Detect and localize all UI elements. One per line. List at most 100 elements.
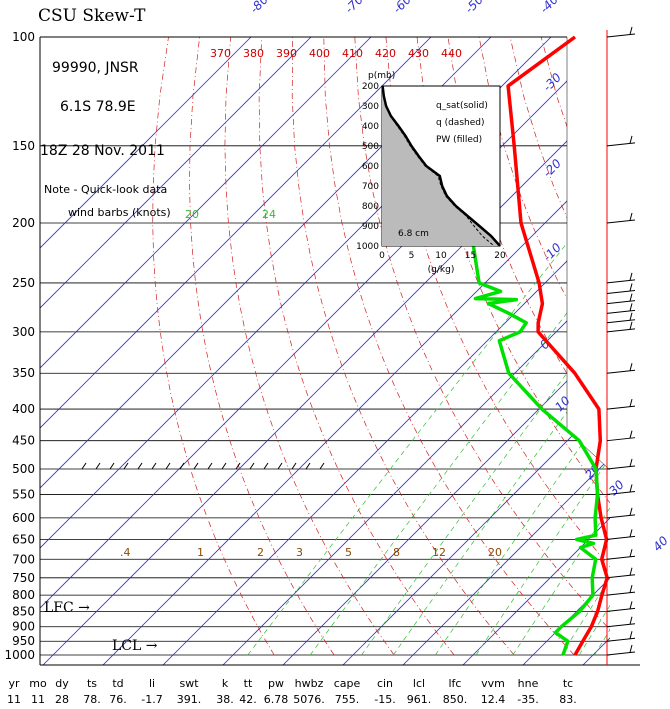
mixing-ratio-line — [594, 222, 610, 656]
stat-label-hne: hne — [517, 677, 539, 690]
y-tick-label: 700 — [12, 552, 35, 566]
wind-barb-shaft — [606, 142, 636, 147]
wind-barb-shaft — [606, 309, 636, 314]
wind-barb-shaft — [606, 405, 636, 410]
inset-y-tick: 800 — [362, 202, 379, 212]
y-tick-label: 800 — [12, 588, 35, 602]
wind-barb-flag — [629, 283, 633, 292]
freezing-level-hatch — [137, 462, 143, 470]
wind-barb — [606, 26, 636, 38]
observation-time: 18Z 28 Nov. 2011 — [40, 143, 165, 159]
stat-value: 11 — [31, 693, 45, 706]
y-tick-label: 300 — [12, 325, 35, 339]
stat-value: 42. — [239, 693, 257, 706]
y-tick-label: 100 — [12, 30, 35, 44]
wind-barb — [606, 458, 636, 470]
stat-label-mo: mo — [29, 677, 47, 690]
stat-value: 12.4 — [480, 693, 506, 706]
isotherm-label: -80 — [247, 0, 271, 16]
plot-area — [40, 35, 670, 675]
y-tick-label: 950 — [12, 634, 35, 648]
isotherm-label: -30 — [540, 70, 564, 94]
wind-barb-flag — [629, 212, 633, 221]
y-tick-label: 250 — [12, 276, 35, 290]
wind-barb-shaft — [606, 514, 636, 519]
freezing-level-hatch — [277, 462, 283, 470]
note-text: Note - Quick-look data — [44, 183, 168, 196]
dry-adiabat-line — [478, 37, 610, 656]
inset-y-tick: 900 — [362, 222, 379, 232]
wind-barb — [606, 363, 636, 374]
stat-label-lfc: lfc — [448, 677, 462, 690]
dewpoint-profile-line — [470, 222, 600, 656]
freezing-level-hatch — [207, 462, 213, 470]
inset-x-tick: 15 — [465, 251, 476, 261]
station-location: 6.1S 78.9E — [60, 99, 136, 115]
wind-barb — [606, 430, 636, 442]
lcl-marker: LCL → — [112, 638, 158, 654]
dry-adiabat-line — [189, 37, 335, 656]
isotherm-line — [212, 37, 610, 665]
wind-barb — [606, 135, 636, 147]
mixing-ratio-label: 24 — [262, 208, 276, 221]
y-tick-label: 650 — [12, 532, 35, 546]
wind-barb-flag — [629, 549, 633, 557]
inset-y-tick: 700 — [362, 182, 379, 192]
y-tick-label: 400 — [12, 402, 35, 416]
freezing-level-hatch — [319, 462, 325, 470]
freezing-level-hatch — [95, 462, 101, 470]
mixing-ratio-line — [435, 222, 610, 656]
wind-barb — [606, 212, 636, 224]
mixing-ratio-label: 1 — [197, 546, 204, 559]
stat-label-td: td — [112, 677, 124, 690]
wind-barb-shaft — [606, 219, 636, 224]
chart-title: CSU Skew-T — [38, 6, 146, 26]
inset-legend-text: q (dashed) — [436, 118, 484, 128]
wind-barb-flag — [629, 26, 633, 35]
wind-barb-shaft — [606, 591, 636, 596]
stat-value: -1.7 — [141, 693, 163, 706]
wind-barb-flag — [629, 567, 633, 576]
wind-barb — [606, 312, 636, 324]
dry-adiabat-line — [152, 37, 275, 656]
freezing-level-hatch — [109, 462, 115, 470]
dry-adiabat-label: 440 — [441, 47, 462, 60]
wind-barb — [606, 398, 636, 410]
mixing-ratio-line — [247, 222, 584, 656]
isotherm-label: -60 — [390, 0, 414, 16]
dry-adiabat-label: 430 — [408, 47, 429, 60]
inset-y-tick: 200 — [362, 82, 379, 92]
inset-legend-text: PW (filled) — [436, 135, 482, 145]
stat-value: 38. — [216, 693, 234, 706]
wind-barb-flag — [629, 529, 633, 538]
dry-adiabat-label: 370 — [210, 47, 231, 60]
wind-barb-shaft — [606, 319, 636, 324]
wind-barb-shaft — [606, 651, 636, 656]
stat-value: 961. — [406, 693, 432, 706]
isotherm-line — [40, 37, 254, 665]
dry-adiabat-label: 420 — [375, 47, 396, 60]
wind-barb-shaft — [606, 623, 636, 628]
dry-adiabat-line — [509, 37, 610, 656]
wind-barb-shaft — [606, 607, 636, 612]
station-id: 99990, JNSR — [52, 60, 139, 76]
isotherm-line — [40, 37, 610, 665]
dry-adiabat-line — [665, 37, 670, 655]
stat-label-dy: dy — [55, 677, 69, 690]
stat-value: 76. — [109, 693, 127, 706]
y-tick-label: 450 — [12, 434, 35, 448]
inset-legend-text: q_sat(solid) — [436, 101, 488, 111]
wind-barb-flag — [629, 484, 633, 493]
mixing-ratio-label: 3 — [296, 546, 303, 559]
wind-barb — [606, 303, 636, 314]
isotherm-line — [40, 37, 374, 665]
wind-barb-shaft — [606, 574, 636, 579]
wind-barb-shaft — [606, 289, 636, 294]
stat-label-cape: cape — [333, 677, 361, 690]
dry-adiabat-line — [602, 37, 610, 656]
wind-barb — [606, 616, 636, 628]
isotherm-line — [633, 35, 670, 675]
wind-barb — [606, 272, 636, 284]
dry-adiabat-label: 390 — [276, 47, 297, 60]
wind-barb-shaft — [606, 300, 636, 305]
